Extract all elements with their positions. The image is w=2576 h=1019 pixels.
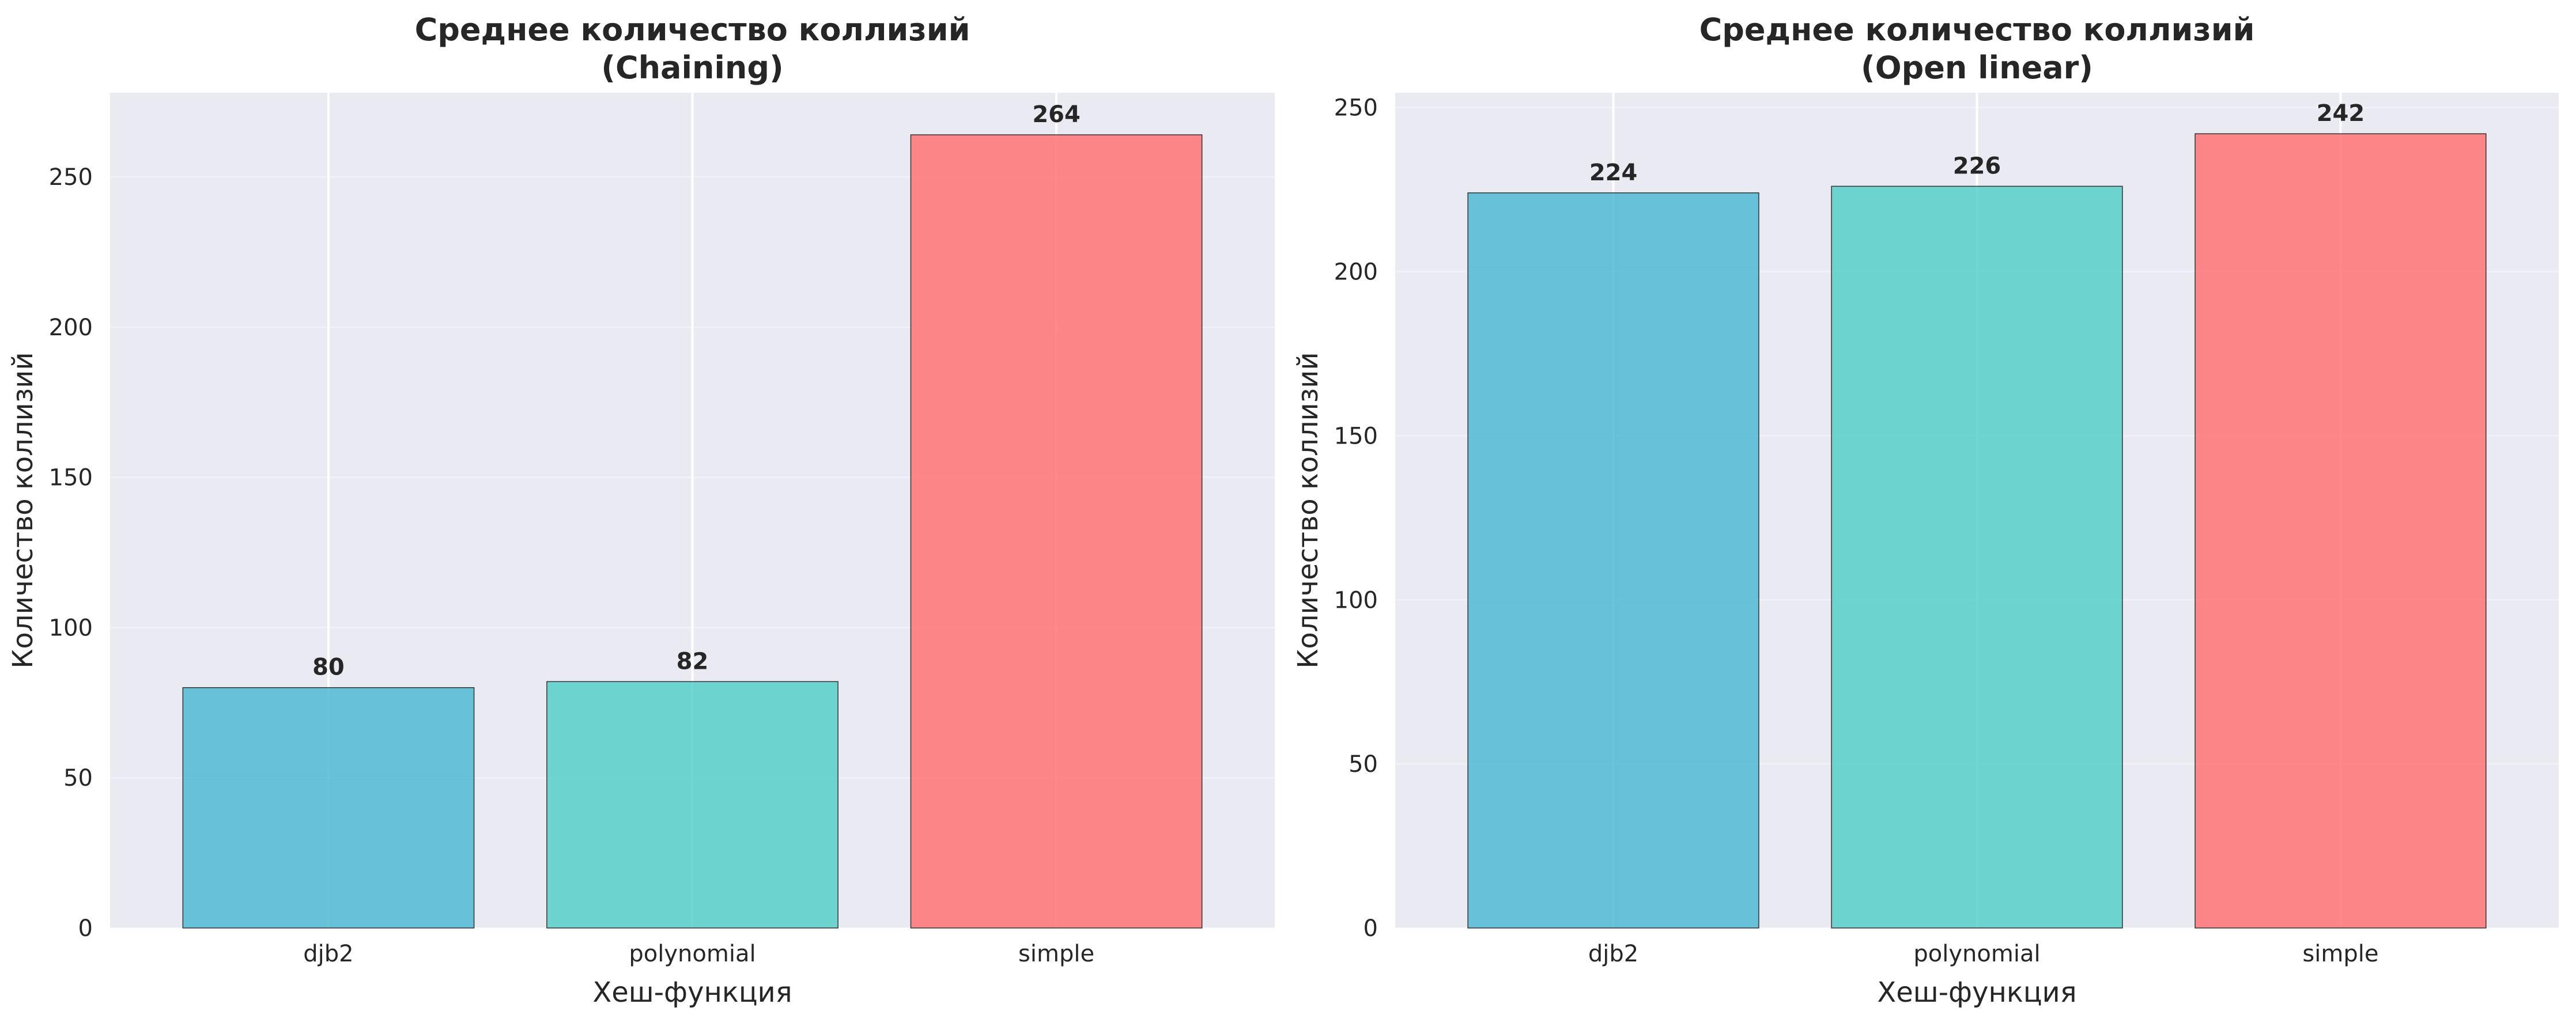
- y-tick-label-150: 150: [1334, 423, 1378, 449]
- chart-panel-1: 80 82 264 0 50 100 150 200 250 djb2 polynomial simp…: [7, 12, 1275, 1009]
- y-axis-label: Количество коллизий: [7, 352, 39, 668]
- y-tick-label-250: 250: [1334, 95, 1378, 122]
- y-tick-label-100: 100: [1334, 587, 1378, 613]
- y-tick-label-250: 250: [49, 164, 93, 191]
- bar-djb2: [1467, 192, 1759, 929]
- y-axis-label: Количество коллизий: [1292, 352, 1324, 668]
- y-tick-label-150: 150: [49, 465, 93, 491]
- y-tick-label-0: 0: [1363, 915, 1378, 942]
- x-tick-label-djb2: djb2: [1588, 941, 1638, 967]
- y-tick-label-50: 50: [1349, 751, 1378, 778]
- bar-polynomial: [546, 681, 838, 929]
- x-tick-label-polynomial: polynomial: [1913, 941, 2040, 967]
- chart-title-line-2: (Chaining): [601, 50, 783, 86]
- bar-value-label-polynomial: 226: [1953, 153, 2001, 179]
- chart-title-line-1: Среднее количество коллизий: [1699, 12, 2255, 48]
- x-tick-label-simple: simple: [1018, 941, 1094, 967]
- x-tick-label-simple: simple: [2302, 941, 2378, 967]
- bar-djb2: [182, 687, 475, 929]
- bar-value-label-polynomial: 82: [677, 648, 709, 675]
- bar-simple: [910, 134, 1203, 929]
- y-tick-label-200: 200: [49, 315, 93, 341]
- x-axis-label: Хеш-функция: [1877, 976, 2076, 1009]
- bar-value-label-simple: 264: [1032, 101, 1081, 128]
- y-tick-label-0: 0: [78, 915, 93, 942]
- bar-value-label-djb2: 224: [1589, 160, 1638, 186]
- bar-value-label-simple: 242: [2317, 100, 2365, 127]
- x-axis-label: Хеш-функция: [592, 976, 792, 1009]
- bar-value-label-djb2: 80: [312, 654, 345, 681]
- bar-polynomial: [1831, 185, 2123, 929]
- chart-panel-2: 224 226 242 0 50 100 150 200 250 djb2 polynomial si…: [1292, 12, 2559, 1009]
- y-tick-label-50: 50: [63, 765, 93, 791]
- bar-simple: [2194, 133, 2487, 929]
- chart-title-line-1: Среднее количество коллизий: [415, 12, 970, 48]
- y-tick-label-200: 200: [1334, 259, 1378, 286]
- chart-title-line-2: (Open linear): [1861, 50, 2093, 86]
- x-tick-label-djb2: djb2: [303, 941, 353, 967]
- y-tick-label-100: 100: [49, 615, 93, 641]
- x-tick-label-polynomial: polynomial: [629, 941, 756, 967]
